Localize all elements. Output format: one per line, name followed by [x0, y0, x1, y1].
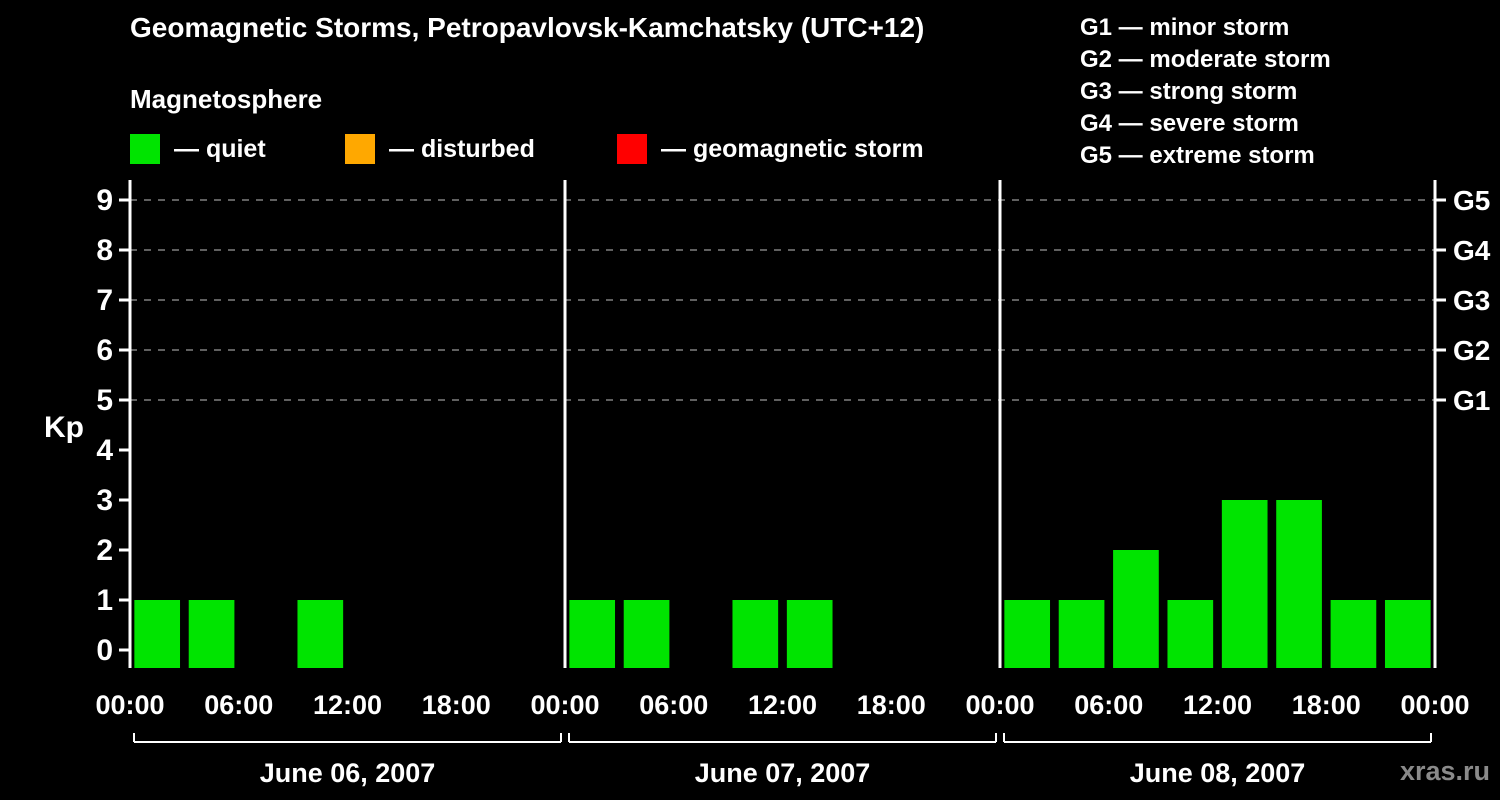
storm-color-swatch	[617, 134, 647, 164]
x-tick-label: 12:00	[748, 690, 817, 720]
y-tick-label: 5	[96, 384, 113, 417]
storm-scale-g2: G2 — moderate storm	[1080, 46, 1331, 73]
kp-bar	[732, 600, 779, 668]
x-tick-label: 12:00	[313, 690, 382, 720]
legend-item-storm: — geomagnetic storm	[617, 133, 924, 165]
kp-bar	[569, 600, 616, 668]
x-tick-label: 00:00	[95, 690, 164, 720]
date-label: June 06, 2007	[260, 758, 436, 788]
kp-bar	[297, 600, 344, 668]
legend-label-disturbed: — disturbed	[389, 134, 535, 163]
y-tick-label: 0	[96, 634, 113, 667]
watermark: xras.ru	[1399, 756, 1490, 786]
storm-scale-g3: G3 — strong storm	[1080, 78, 1298, 105]
legend-label-quiet: — quiet	[174, 134, 266, 163]
kp-bar	[1167, 600, 1214, 668]
kp-bar	[1276, 500, 1322, 668]
storm-scale-g4: G4 — severe storm	[1080, 110, 1299, 137]
kp-bar	[1004, 600, 1051, 668]
x-tick-label: 18:00	[857, 690, 926, 720]
kp-bar	[1058, 600, 1105, 668]
kp-bar	[1330, 600, 1377, 668]
page-title: Geomagnetic Storms, Petropavlovsk-Kamcha…	[130, 12, 925, 43]
date-label: June 08, 2007	[1130, 758, 1306, 788]
kp-bar	[623, 600, 670, 668]
date-label: June 07, 2007	[695, 758, 871, 788]
storm-scale-g5: G5 — extreme storm	[1080, 142, 1315, 169]
quiet-color-swatch	[130, 134, 160, 164]
legend-item-disturbed: — disturbed	[345, 133, 535, 165]
legend-item-quiet: — quiet	[130, 133, 266, 165]
kp-bar	[1221, 500, 1268, 668]
x-tick-label: 18:00	[1292, 690, 1361, 720]
x-tick-label: 00:00	[1400, 690, 1469, 720]
storm-scale-legend: G1 — minor storm G2 — moderate storm G3 …	[1080, 12, 1331, 172]
disturbed-color-swatch	[345, 134, 375, 164]
y-tick-label: 2	[96, 534, 113, 567]
y-tick-label: 8	[96, 234, 113, 267]
legend-label-storm: — geomagnetic storm	[661, 134, 924, 163]
chart-subtitle: Magnetosphere	[130, 84, 323, 114]
g-scale-label: G2	[1453, 335, 1490, 366]
x-tick-label: 18:00	[422, 690, 491, 720]
kp-bar	[1113, 550, 1159, 668]
y-tick-label: 7	[96, 284, 113, 317]
kp-bar	[188, 600, 235, 668]
x-tick-label: 12:00	[1183, 690, 1252, 720]
x-tick-label: 06:00	[1074, 690, 1143, 720]
y-tick-label: 4	[96, 434, 113, 467]
x-tick-label: 06:00	[204, 690, 273, 720]
g-scale-label: G1	[1453, 385, 1490, 416]
x-tick-label: 06:00	[639, 690, 708, 720]
storm-scale-g1: G1 — minor storm	[1080, 14, 1290, 41]
g-scale-label: G5	[1453, 185, 1490, 216]
x-tick-label: 00:00	[965, 690, 1034, 720]
x-tick-label: 00:00	[530, 690, 599, 720]
kp-bar	[134, 600, 181, 668]
y-axis-title: Kp	[44, 411, 84, 444]
y-tick-label: 3	[96, 484, 113, 517]
kp-bar	[786, 600, 833, 668]
y-tick-label: 1	[96, 584, 113, 617]
y-tick-label: 6	[96, 334, 113, 367]
g-scale-label: G4	[1453, 235, 1491, 266]
g-scale-label: G3	[1453, 285, 1490, 316]
y-tick-label: 9	[96, 184, 113, 217]
kp-bar	[1384, 600, 1431, 668]
